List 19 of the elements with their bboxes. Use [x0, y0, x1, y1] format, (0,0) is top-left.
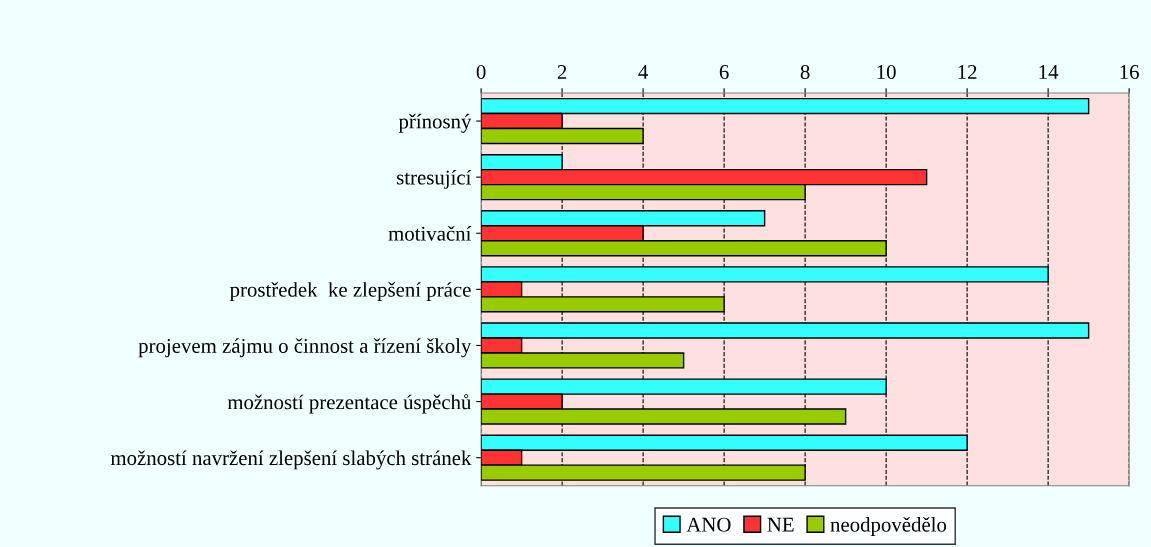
x-tick-label: 14: [1039, 65, 1059, 79]
y-tick-label: možností prezentace úspěchů: [227, 394, 472, 414]
x-tick-label: 6: [719, 65, 729, 80]
y-tick-label: stresující: [397, 169, 472, 189]
x-tick-label: 16: [1120, 65, 1139, 80]
x-tick-label: 4: [638, 65, 648, 79]
y-tick-label: motivační: [388, 225, 472, 241]
x-tick-label: 12: [958, 65, 977, 79]
legend-label: NE: [767, 517, 794, 532]
x-tick-label: 2: [557, 65, 567, 79]
y-tick-label: prostředek ke zlepšení práce: [229, 282, 471, 302]
legend-label: neodpovědělo: [830, 516, 947, 536]
y-tick-label: přínosný: [398, 113, 472, 133]
x-tick-label: 0: [476, 64, 486, 80]
y-tick-label: možností navržení zlepšení slabých stránek: [110, 450, 472, 470]
y-tick-label: projevem zájmu o činnost a řízení školy: [138, 338, 472, 358]
x-tick-label: 10: [877, 64, 896, 80]
x-tick-label: 8: [800, 64, 810, 80]
legend-label: ANO: [686, 517, 731, 532]
